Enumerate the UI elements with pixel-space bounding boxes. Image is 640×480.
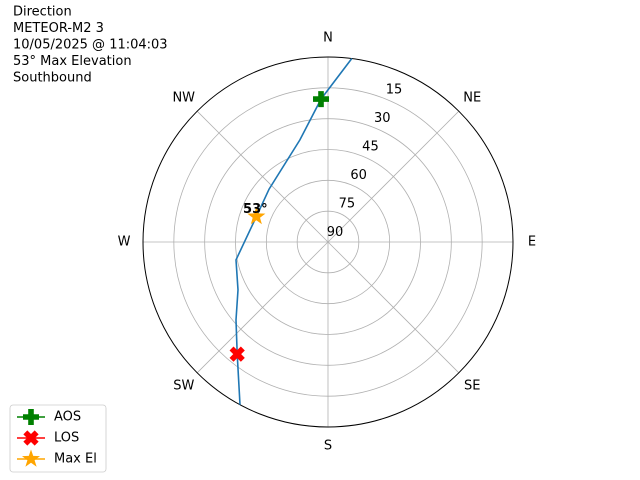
radial-tick-label: 90	[327, 225, 344, 240]
title-line: Southbound	[13, 71, 92, 86]
legend-marker	[23, 430, 39, 446]
grid-spoke	[327, 241, 460, 374]
direction-label: NE	[463, 90, 481, 105]
legend-label: AOS	[54, 410, 81, 425]
grid-spoke	[196, 241, 329, 374]
legend-box	[9, 404, 107, 473]
radial-tick-label: 60	[350, 168, 367, 183]
radial-tick-label: 15	[386, 83, 403, 98]
direction-label: W	[118, 235, 131, 250]
direction-label: NW	[172, 90, 195, 105]
annotation: 53°	[243, 202, 268, 217]
title-line: 10/05/2025 @ 11:04:03	[13, 38, 168, 53]
legend-marker	[23, 409, 39, 425]
grid-spoke	[196, 110, 329, 243]
marker	[247, 207, 266, 225]
grid-spoke	[327, 110, 460, 243]
direction-label: S	[324, 439, 332, 454]
legend-label: Max El	[54, 452, 97, 467]
title-line: METEOR-M2 3	[13, 21, 104, 36]
title-line: Direction	[13, 5, 72, 20]
radial-tick-label: 30	[374, 111, 391, 126]
radial-tick-label: 45	[362, 140, 379, 155]
direction-label: E	[528, 235, 536, 250]
radial-tick-label: 75	[339, 197, 356, 212]
direction-label: N	[323, 31, 333, 46]
title-line: 53° Max Elevation	[13, 54, 132, 69]
marker	[229, 346, 245, 362]
pass-track	[235, 58, 353, 405]
legend-label: LOS	[54, 431, 79, 446]
outer-spine	[142, 56, 514, 428]
marker	[313, 91, 330, 108]
direction-label: SW	[173, 379, 194, 394]
legend-marker	[22, 449, 40, 467]
direction-label: SE	[464, 379, 480, 394]
